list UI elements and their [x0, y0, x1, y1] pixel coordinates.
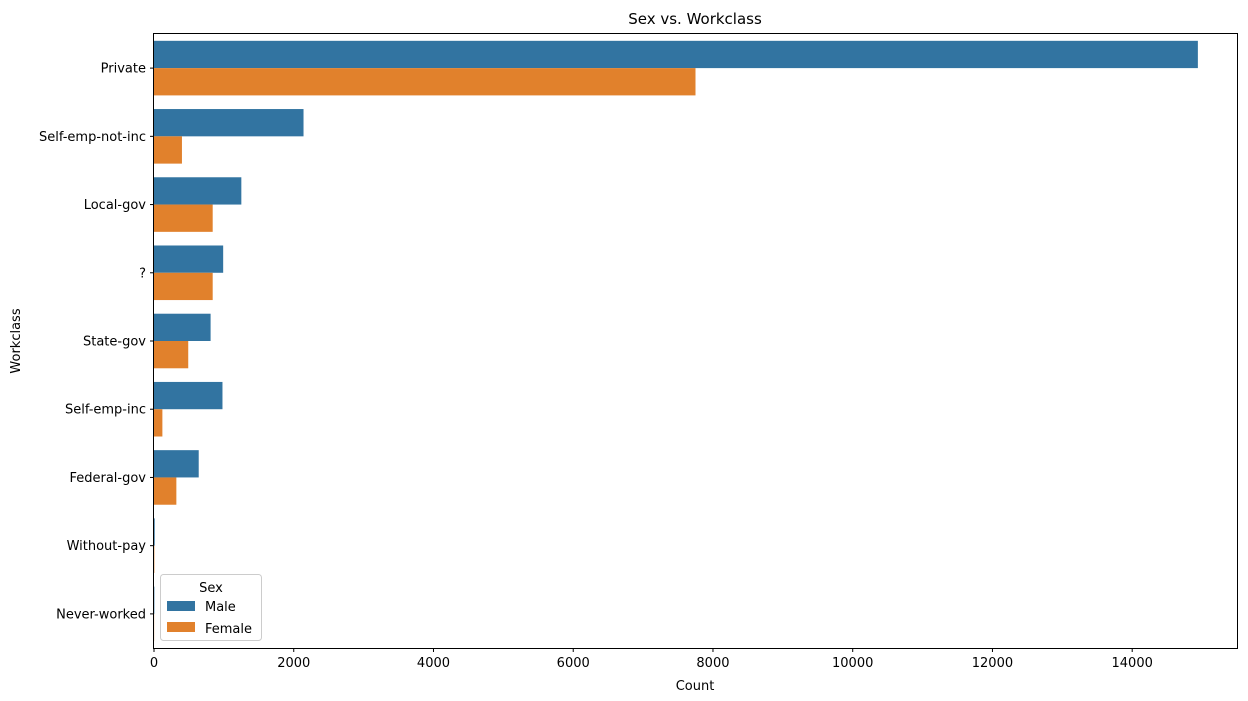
plot-frame: [153, 33, 1238, 649]
y-axis-label: Workclass: [9, 308, 24, 373]
legend-label-female: Female: [205, 622, 252, 637]
bar-male-private: [154, 40, 1198, 69]
y-tick-label: Self-emp-not-inc: [39, 130, 146, 145]
bar-male-without-pay: [154, 518, 155, 546]
y-axis: Private Self-emp-not-inc Local-gov? State-g…: [39, 62, 154, 622]
bar-female-private: [154, 68, 696, 96]
x-tick-label: 12000: [972, 656, 1013, 671]
bar-male-self-emp-inc: [154, 381, 223, 410]
y-tick-label: Private: [101, 62, 146, 77]
legend-title: Sex: [199, 581, 223, 596]
x-tick-label: 14000: [1112, 656, 1153, 671]
chart-title: Sex vs. Workclass: [628, 10, 762, 28]
bar-female-local-gov: [154, 204, 213, 232]
x-tick-label: 0: [150, 656, 158, 671]
legend-swatch-male: [167, 601, 195, 611]
bar-male-local-gov: [154, 177, 242, 205]
y-tick-label: Never-worked: [56, 607, 146, 622]
legend-swatch-female: [167, 622, 195, 632]
bar-male-self-emp-not-inc: [154, 109, 304, 137]
x-tick-label: 4000: [417, 656, 450, 671]
x-tick-label: 6000: [557, 656, 590, 671]
x-tick-label: 10000: [832, 656, 873, 671]
bar-male-state-gov: [154, 313, 211, 341]
x-tick-label: 2000: [277, 656, 310, 671]
bar-male-unknown: [154, 245, 224, 273]
bar-female-unknown: [154, 272, 213, 301]
y-tick-label: ?: [139, 266, 146, 281]
bar-female-self-emp-inc: [154, 409, 163, 437]
bar-male-federal-gov: [154, 450, 199, 478]
y-tick-label: State-gov: [83, 335, 146, 350]
x-axis: 0 2000 4000 6000 8000 10000 12000 14000: [150, 648, 1153, 671]
x-axis-label: Count: [676, 679, 715, 694]
legend-label-male: Male: [205, 600, 236, 615]
bar-female-state-gov: [154, 341, 189, 369]
y-tick-label: Self-emp-inc: [65, 403, 146, 418]
y-tick-label: Without-pay: [67, 539, 147, 554]
legend: Sex Male Female: [160, 574, 262, 641]
y-tick-label: Local-gov: [84, 198, 147, 213]
bar-female-self-emp-not-inc: [154, 136, 182, 164]
x-tick-label: 8000: [696, 656, 729, 671]
y-tick-label: Federal-gov: [69, 471, 146, 486]
bars-group: [154, 40, 1198, 642]
bar-female-federal-gov: [154, 477, 177, 505]
